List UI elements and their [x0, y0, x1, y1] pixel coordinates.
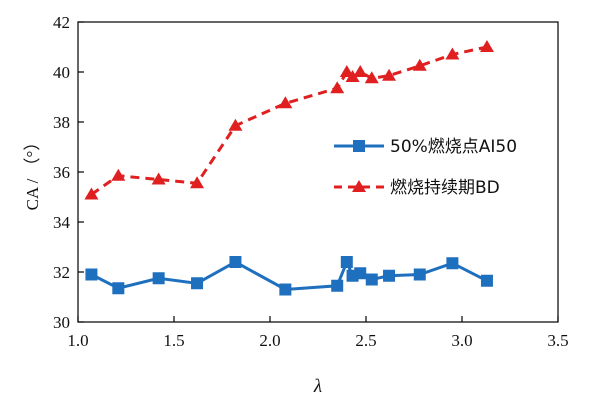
data-point	[382, 68, 397, 81]
y-tick-label: 40	[53, 63, 70, 82]
data-point	[331, 279, 344, 292]
x-axis-label: λ	[313, 376, 322, 397]
data-point	[152, 272, 165, 285]
data-point	[345, 70, 360, 82]
series-0	[85, 256, 493, 296]
data-point	[228, 118, 243, 131]
x-tick-label: 1.0	[67, 331, 88, 350]
series-layer	[84, 40, 494, 296]
legend: 50%燃烧点AI50 燃烧持续期BD	[334, 137, 517, 198]
x-tick-label: 3.0	[451, 331, 472, 350]
data-point	[151, 172, 166, 185]
data-point	[446, 257, 459, 270]
x-tick-label: 2.5	[355, 331, 376, 350]
x-tick-label: 3.5	[547, 331, 568, 350]
data-point	[278, 96, 293, 109]
y-tick-label: 42	[53, 13, 70, 32]
data-point	[340, 256, 353, 268]
y-tick-label: 36	[53, 163, 70, 182]
data-point	[229, 256, 242, 268]
x-ticks: 1.0 1.5 2.0 2.5 3.0 3.5	[67, 316, 569, 350]
y-tick-label: 32	[53, 263, 70, 282]
legend-marker-ai50	[353, 140, 365, 152]
y-ticks: 30 32 34 36 38 40 42	[53, 13, 84, 332]
data-point	[354, 267, 367, 280]
data-point	[191, 277, 204, 290]
legend-label-ai50: 50%燃烧点AI50	[390, 137, 517, 157]
data-point	[480, 274, 493, 287]
series-1	[84, 40, 494, 200]
data-point	[413, 268, 426, 281]
legend-marker-bd	[352, 180, 366, 192]
data-point	[111, 168, 126, 181]
y-tick-label: 34	[53, 213, 71, 232]
data-point	[190, 176, 205, 189]
x-tick-label: 2.0	[259, 331, 280, 350]
y-tick-label: 30	[53, 313, 70, 332]
data-point	[353, 65, 368, 77]
data-point	[85, 268, 98, 281]
y-axis-label: CA / （°）	[23, 134, 42, 211]
data-point	[412, 58, 427, 71]
y-tick-label: 38	[53, 113, 70, 132]
data-point	[445, 47, 460, 60]
data-point	[84, 187, 99, 200]
x-tick-label: 1.5	[163, 331, 184, 350]
data-point	[365, 273, 378, 286]
legend-label-bd: 燃烧持续期BD	[390, 178, 500, 198]
data-point	[279, 283, 292, 296]
data-point	[479, 40, 494, 52]
data-point	[364, 71, 379, 84]
data-point	[112, 282, 125, 295]
series-line	[90, 45, 488, 196]
data-point	[330, 81, 345, 94]
data-point	[383, 269, 396, 282]
